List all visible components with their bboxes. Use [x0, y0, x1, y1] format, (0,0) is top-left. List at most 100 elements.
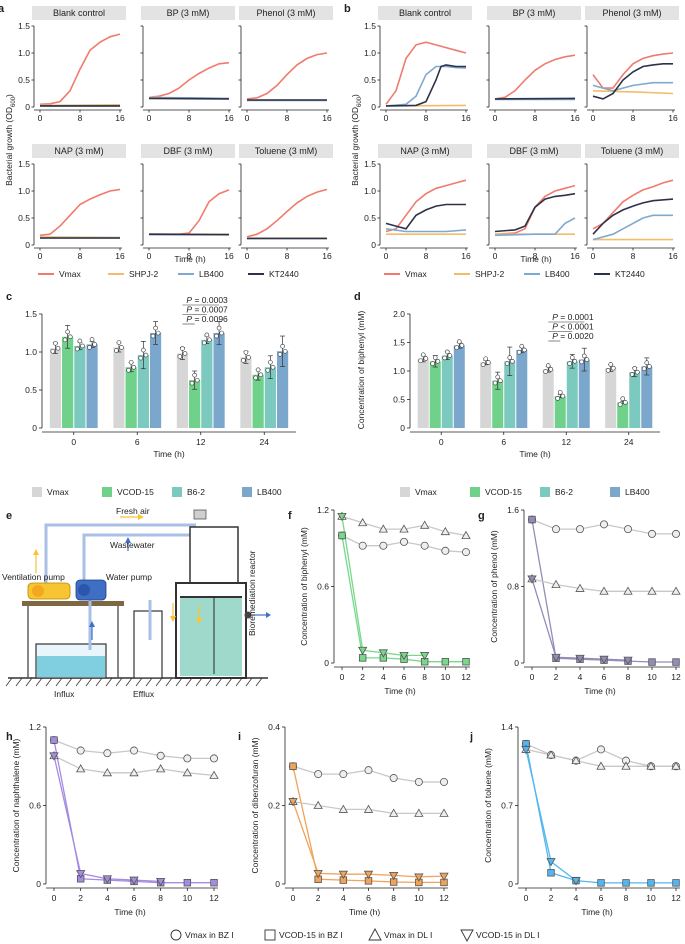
facet-title: NAP (3 mM): [54, 146, 103, 156]
y-axis-label: Bacterial growth (OD600): [4, 94, 17, 186]
replicate-point: [182, 351, 188, 356]
series-line-lb400: [385, 65, 467, 107]
x-tick-label: 8: [391, 893, 396, 903]
replicate-point: [265, 367, 271, 373]
legend-swatch: [540, 487, 550, 497]
x-tick-label: 0: [291, 893, 296, 903]
bar-vmax: [417, 358, 429, 428]
replicate-point: [194, 377, 200, 383]
replicate-point: [253, 375, 258, 381]
bar-vcod-15: [429, 361, 441, 428]
marker-triangle: [461, 530, 471, 539]
x-axis-label: Time (h): [519, 449, 550, 459]
marker-inverted-triangle: [388, 871, 399, 881]
facet-strip: [239, 6, 333, 20]
bar-vmax: [240, 357, 252, 428]
replicate-point: [207, 337, 212, 343]
y-tick-label: 0.5: [364, 213, 376, 223]
significance-label: P = 0.0007: [186, 305, 228, 315]
marker-circle: [183, 754, 192, 763]
marker-inverted-triangle: [527, 575, 537, 584]
x-tick-label: 2: [554, 672, 559, 682]
marker-circle: [209, 754, 218, 763]
label-ventilation-pump: Ventilation pump: [2, 572, 65, 582]
replicate-point: [632, 366, 638, 371]
significance-label: P = 0.0003: [186, 295, 228, 305]
significance-label: P = 0.0096: [186, 314, 228, 324]
marker-inverted-triangle: [575, 654, 585, 664]
x-tick-label: 16: [570, 251, 580, 261]
x-tick-label: 8: [424, 251, 429, 261]
x-tick-label: 0: [591, 113, 596, 123]
x-tick-label: 4: [578, 672, 583, 682]
panel-label-i: i: [238, 731, 241, 743]
series-line-kt2440: [592, 198, 674, 235]
replicate-point: [548, 366, 554, 372]
marker-circle: [441, 546, 450, 555]
y-tick-label: 1.5: [393, 338, 405, 348]
y-tick-label: 0: [371, 240, 376, 250]
marker-circle: [379, 541, 388, 550]
replicate-point: [486, 360, 491, 365]
x-tick-label: 16: [570, 113, 580, 123]
y-tick-label: 1.5: [364, 21, 376, 31]
marker-inverted-triangle: [399, 651, 409, 661]
bar-b6-2: [629, 372, 641, 428]
x-tick-label: 4: [574, 893, 579, 903]
marker-square: [672, 879, 680, 887]
x-tick-label: 12: [461, 672, 471, 682]
ground-hatch: [5, 677, 263, 687]
y-tick-label: 1.2: [317, 505, 329, 515]
facet-strip: [585, 144, 679, 158]
y-axis-label: Concentration of naphthalene (mM): [11, 738, 21, 872]
bar-lb400: [86, 344, 98, 428]
series-line-kt2440: [148, 233, 230, 236]
marker-triangle: [571, 755, 581, 765]
y-tick-label: 0.5: [18, 75, 30, 85]
series-line: [341, 535, 466, 663]
marker-triangle: [596, 761, 606, 770]
replicate-point: [241, 358, 246, 363]
marker-circle: [648, 529, 657, 538]
legend-label: VCOD-15: [117, 487, 154, 497]
panel-label-a: a: [0, 3, 5, 15]
series-line-vmax: [592, 52, 674, 89]
bar-b6-2: [441, 355, 453, 428]
facet-a-5: Toluene (3 mM) 0 8 16: [238, 144, 333, 261]
replicate-point: [128, 359, 134, 365]
facet-b-5: Toluene (3 mM) 0 8 16: [584, 144, 679, 261]
y-tick-label: 0: [25, 240, 30, 250]
y-tick-label: 0.2: [268, 801, 280, 811]
marker-inverted-triangle: [129, 876, 139, 885]
y-tick-label: 1.4: [501, 722, 513, 732]
replicate-point: [442, 355, 447, 361]
legend-swatch: [102, 487, 112, 497]
panel-label-e: e: [6, 510, 12, 522]
legend-label: LB400: [625, 487, 650, 497]
x-tick-label: 8: [285, 251, 290, 261]
bar-vcod-15: [62, 336, 74, 428]
bar-vcod-15: [125, 367, 137, 428]
label-efflux: Efflux: [133, 689, 155, 699]
x-tick-label: 6: [501, 437, 506, 447]
x-axis-label: Time (h): [174, 254, 205, 264]
replicate-point: [492, 380, 498, 386]
bar-b6-2: [74, 345, 86, 428]
replicate-point: [155, 330, 161, 336]
replicate-point: [53, 340, 58, 346]
p-value: = 0.0020: [558, 331, 594, 341]
marker-circle: [129, 746, 138, 755]
x-tick-label: 6: [402, 672, 407, 682]
p-value: = 0.0007: [192, 305, 228, 315]
replicate-point: [258, 372, 264, 378]
facet-strip: [487, 144, 581, 158]
replicate-point: [201, 340, 207, 346]
legend-swatch: [610, 487, 620, 497]
label-influx: Influx: [54, 689, 75, 699]
x-tick-label: 8: [78, 113, 83, 123]
od-close: ): [4, 94, 14, 97]
replicate-point: [119, 345, 124, 350]
replicate-point: [620, 396, 626, 401]
y-axis-label: Bacterial growth (OD600): [350, 94, 363, 186]
